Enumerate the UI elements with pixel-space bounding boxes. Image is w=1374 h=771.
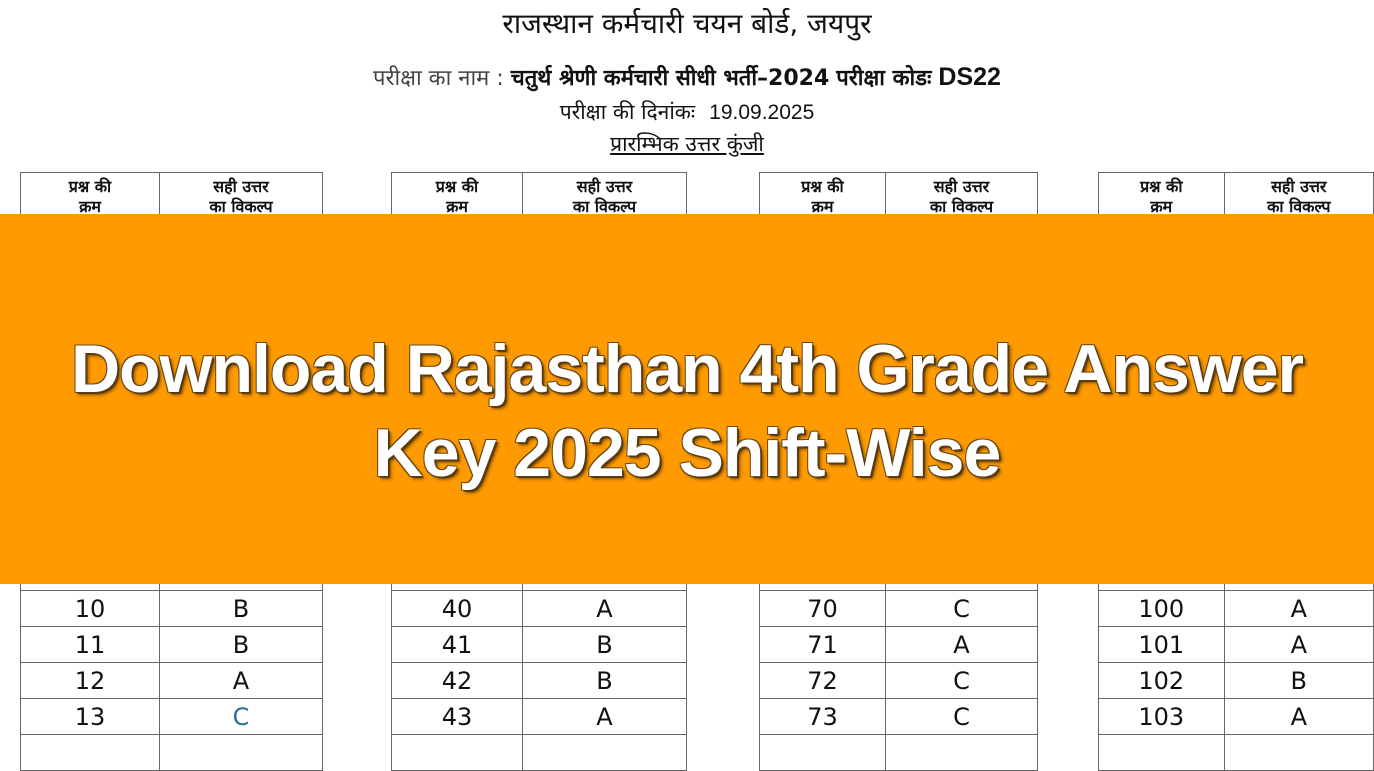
question-number: 43 bbox=[391, 698, 523, 735]
exam-name: चतुर्थ श्रेणी कर्मचारी सीधी भर्ती–2024 bbox=[510, 66, 830, 91]
question-number: 73 bbox=[759, 698, 886, 735]
table-row: 101 A bbox=[1098, 626, 1374, 663]
question-number: 13 bbox=[20, 698, 160, 735]
question-number: 40 bbox=[391, 590, 523, 627]
board-title: राजस्थान कर्मचारी चयन बोर्ड, जयपुर bbox=[502, 7, 872, 40]
date-label: परीक्षा की दिनांकः bbox=[559, 100, 696, 124]
correct-option: C bbox=[885, 698, 1038, 735]
exam-name-line: परीक्षा का नाम : चतुर्थ श्रेणी कर्मचारी … bbox=[0, 62, 1374, 92]
question-number: 12 bbox=[20, 662, 160, 699]
table-row: 11 B bbox=[20, 626, 323, 663]
title-banner: Download Rajasthan 4th Grade Answer Key … bbox=[0, 214, 1374, 584]
question-number: 41 bbox=[391, 626, 523, 663]
correct-option: A bbox=[1223, 626, 1374, 663]
correct-option: B bbox=[1223, 662, 1374, 699]
table-row bbox=[20, 734, 323, 771]
question-number: 100 bbox=[1098, 590, 1225, 627]
question-number: 72 bbox=[759, 662, 886, 699]
table-row bbox=[1098, 734, 1374, 771]
correct-option: B bbox=[522, 626, 687, 663]
correct-option: A bbox=[522, 590, 687, 627]
table-row: 103 A bbox=[1098, 698, 1374, 735]
document-title: प्रारम्भिक उत्तर कुंजी bbox=[610, 132, 764, 156]
question-number: 103 bbox=[1098, 698, 1225, 735]
banner-line-2: Key 2025 Shift-Wise bbox=[373, 415, 1002, 491]
question-number: 42 bbox=[391, 662, 523, 699]
exam-date-line: परीक्षा की दिनांकः 19.09.2025 bbox=[0, 98, 1374, 126]
question-number: 70 bbox=[759, 590, 886, 627]
exam-code: DS22 bbox=[938, 63, 1001, 91]
correct-option: A bbox=[1223, 698, 1374, 735]
table-row: 43 A bbox=[391, 698, 687, 735]
question-number: 11 bbox=[20, 626, 160, 663]
correct-option: B bbox=[159, 626, 323, 663]
table-row: 42 B bbox=[391, 662, 687, 699]
question-number: 10 bbox=[20, 590, 160, 627]
exam-date: 19.09.2025 bbox=[709, 101, 815, 124]
table-row bbox=[759, 734, 1038, 771]
correct-option: A bbox=[1223, 590, 1374, 627]
banner-line-1: Download Rajasthan 4th Grade Answer bbox=[70, 331, 1304, 407]
table-row: 73 C bbox=[759, 698, 1038, 735]
table-row: 40 A bbox=[391, 590, 687, 627]
correct-option: C bbox=[159, 698, 323, 735]
question-number: 102 bbox=[1098, 662, 1225, 699]
correct-option: A bbox=[159, 662, 323, 699]
correct-option: A bbox=[522, 698, 687, 735]
table-row: 102 B bbox=[1098, 662, 1374, 699]
correct-option: C bbox=[885, 662, 1038, 699]
correct-option: B bbox=[522, 662, 687, 699]
table-row: 13 C bbox=[20, 698, 323, 735]
correct-option: B bbox=[159, 590, 323, 627]
table-row: 12 A bbox=[20, 662, 323, 699]
correct-option: A bbox=[885, 626, 1038, 663]
code-label: परीक्षा कोडः bbox=[836, 66, 932, 91]
table-row: 10 B bbox=[20, 590, 323, 627]
table-row: 70 C bbox=[759, 590, 1038, 627]
table-row: 72 C bbox=[759, 662, 1038, 699]
table-row: 71 A bbox=[759, 626, 1038, 663]
correct-option: C bbox=[885, 590, 1038, 627]
table-row bbox=[391, 734, 687, 771]
exam-label: परीक्षा का नाम : bbox=[373, 66, 504, 91]
table-row: 41 B bbox=[391, 626, 687, 663]
question-number: 101 bbox=[1098, 626, 1225, 663]
table-row: 100 A bbox=[1098, 590, 1374, 627]
question-number: 71 bbox=[759, 626, 886, 663]
